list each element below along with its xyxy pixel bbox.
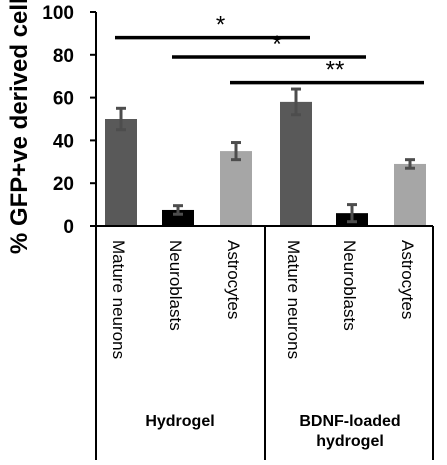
significance-label: *: [216, 12, 225, 39]
group-labels: Hydrogel BDNF-loaded hydrogel: [145, 413, 400, 450]
y-axis-ticks: 0 20 40 60 80 100: [42, 3, 96, 238]
category-labels: Mature neurons Neuroblasts Astrocytes Matur…: [109, 240, 417, 359]
bar: [220, 151, 252, 226]
bar: [280, 101, 312, 226]
significance-label: *: [272, 31, 281, 58]
bars: [105, 87, 426, 226]
y-tick-label: 100: [42, 3, 74, 24]
bar: [394, 163, 426, 226]
significance-markers: ****: [115, 12, 424, 85]
bar: [162, 209, 194, 226]
group-label-hydrogel: Hydrogel: [145, 413, 214, 430]
y-tick-label: 60: [53, 89, 74, 110]
bar: [105, 119, 137, 226]
y-tick-label: 40: [53, 131, 74, 152]
category-label: Mature neurons: [284, 240, 303, 359]
category-label: Neuroblasts: [166, 240, 185, 331]
axes: [95, 12, 434, 460]
y-axis-label: % GFP+ve derived cells: [6, 0, 33, 254]
category-label: Astrocytes: [398, 240, 417, 319]
y-tick-label: 20: [53, 174, 74, 195]
category-label: Astrocytes: [224, 240, 243, 319]
y-tick-label: 0: [63, 217, 74, 238]
category-label: Mature neurons: [109, 240, 128, 359]
significance-label: **: [326, 57, 345, 84]
y-tick-label: 80: [53, 46, 74, 67]
group-label-bdnf: BDNF-loaded hydrogel: [299, 413, 400, 450]
category-label: Neuroblasts: [340, 240, 359, 331]
